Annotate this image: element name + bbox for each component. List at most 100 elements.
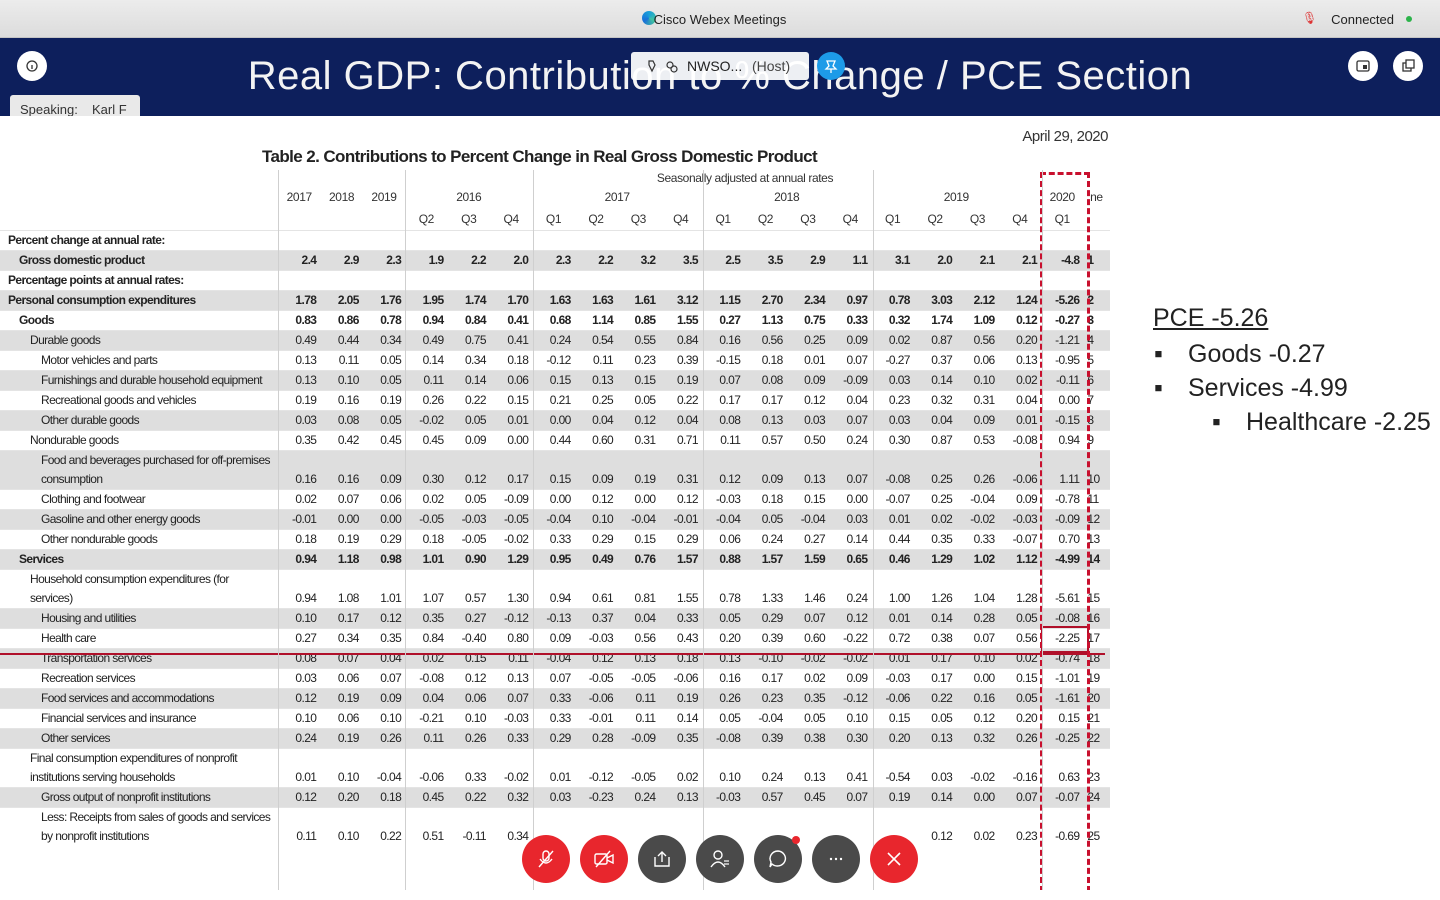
table-cell: 0.80 — [507, 631, 529, 645]
table-cell: 0.33 — [549, 691, 572, 705]
table-row: Food and beverages purchased for off-pre… — [0, 450, 1110, 489]
column-rule — [703, 170, 704, 890]
close-icon — [887, 852, 901, 866]
table-cell: 0.19 — [634, 472, 657, 486]
table-cell: 1.04 — [973, 591, 996, 605]
table-cell: 1.26 — [931, 591, 953, 605]
leave-button[interactable] — [870, 835, 918, 883]
table-cell: 0.00 — [549, 492, 572, 506]
table-cell: -5.26 — [1055, 293, 1080, 307]
table-cell: 0.35 — [931, 532, 953, 546]
table-row: Motor vehicles and parts 0.13 0.11 0.05 0.14… — [0, 350, 1110, 370]
table-cell: 0.90 — [464, 552, 487, 566]
table-cell: -0.21 — [419, 711, 444, 725]
more-button[interactable] — [812, 835, 860, 883]
title-bar: Cisco Webex Meetings 🎙 Connected — [0, 0, 1440, 38]
table-cell: 0.07 — [846, 413, 869, 427]
table-row: Food services and accommodations 0.12 0.19… — [0, 688, 1110, 708]
video-button[interactable] — [580, 835, 628, 883]
data-table: 2017 2018 2019 2016 2017 2018 2019 2020 ne Q2 Q3 Q4… — [0, 186, 1110, 846]
header-blank — [0, 186, 278, 208]
participants-button[interactable] — [696, 835, 744, 883]
table-cell: 1.11 — [1059, 472, 1080, 486]
chat-button[interactable] — [754, 835, 802, 883]
table-cell: 0.07 — [1016, 790, 1038, 804]
table-cell: 0.26 — [422, 393, 445, 407]
table-cell: -0.08 — [885, 472, 911, 486]
table-cell: 0.87 — [931, 433, 953, 447]
table-cell: -0.05 — [631, 770, 656, 784]
table-cell: 0.12 — [295, 790, 317, 804]
table-cell: 0.12 — [1016, 313, 1038, 327]
table-cell: 0.13 — [761, 413, 784, 427]
header-quarter: Q3 — [800, 212, 816, 226]
table-cell: 0.12 — [973, 711, 996, 725]
table-cell: 1.09 — [973, 313, 996, 327]
table-cell: -0.12 — [546, 353, 571, 367]
table-cell: 0.13 — [804, 472, 826, 486]
table-cell: -0.07 — [1055, 790, 1080, 804]
table-cell: -0.54 — [885, 770, 911, 784]
table-cell: -0.08 — [419, 671, 444, 685]
table-cell: 0.33 — [464, 770, 487, 784]
table-cell: 1.30 — [507, 591, 529, 605]
header-year-group: 2018 — [774, 190, 800, 204]
table-cell: 0.85 — [634, 313, 657, 327]
table-row: Financial services and insurance 0.10 0.06… — [0, 708, 1110, 728]
table-cell: 0.05 — [634, 393, 657, 407]
share-button[interactable] — [638, 835, 686, 883]
table-cell: 0.24 — [761, 532, 784, 546]
table-cell: 0.29 — [380, 532, 402, 546]
table-cell: 0.68 — [549, 313, 572, 327]
line-number: 13 — [1087, 532, 1100, 546]
table-cell: -0.12 — [588, 770, 614, 784]
table-cell: 0.24 — [846, 433, 869, 447]
table-cell: 0.35 — [422, 611, 445, 625]
table-cell: 1.63 — [549, 293, 572, 307]
table-cell: 0.17 — [761, 671, 784, 685]
speaking-label: Speaking: — [20, 102, 78, 117]
table-cell: 0.55 — [634, 333, 657, 347]
app-title: Cisco Webex Meetings — [653, 12, 787, 27]
pin-icon — [824, 60, 838, 73]
popout-button[interactable] — [1393, 51, 1423, 81]
table-cell: -0.02 — [970, 512, 995, 526]
table-cell: 0.05 — [380, 373, 402, 387]
table-cell: 0.11 — [338, 353, 360, 367]
table-row: Percent change at annual rate: — [0, 230, 1110, 250]
info-button[interactable] — [17, 51, 47, 81]
notes-subitem: Healthcare -2.25 — [1153, 408, 1431, 442]
table-cell: 0.06 — [464, 691, 487, 705]
table-cell: 0.22 — [931, 691, 953, 705]
mute-button[interactable] — [522, 835, 570, 883]
line-number: 11 — [1087, 492, 1099, 506]
table-cell: 0.02 — [1016, 651, 1038, 665]
table-cell: 0.16 — [973, 691, 996, 705]
table-row: Housing and utilities 0.10 0.17 0.12 0.35 0.2… — [0, 608, 1110, 628]
column-rule — [873, 170, 874, 890]
header-quarters: Q2 Q3 Q4 Q1 Q2 Q3 Q4 Q1 Q2 Q3 Q4 Q1 Q2 Q3 Q4 Q1 — [0, 208, 1110, 230]
table-cell: 0.12 — [846, 611, 869, 625]
pin-button[interactable] — [817, 52, 845, 80]
connection-status: Connected — [1331, 12, 1394, 27]
layout-button[interactable] — [1348, 51, 1378, 81]
table-cell: 0.11 — [720, 433, 741, 447]
table-cell: 0.57 — [761, 433, 784, 447]
table-cell: -0.07 — [1012, 532, 1038, 546]
table-cell: 0.22 — [464, 790, 487, 804]
table-cell: 0.20 — [719, 631, 741, 645]
table-cell: 0.12 — [380, 611, 402, 625]
presenter-label[interactable]: NWSO... (Host) — [631, 52, 809, 80]
table-cell: -0.01 — [673, 512, 699, 526]
table-cell: 0.15 — [549, 373, 572, 387]
table-cell: 0.03 — [549, 790, 572, 804]
table-cell: 0.35 — [804, 691, 826, 705]
table-cell: 0.19 — [676, 373, 699, 387]
table-cell: 2.0 — [937, 253, 953, 267]
table-cell: 1.33 — [761, 591, 784, 605]
table-cell: 0.11 — [423, 373, 444, 387]
table-cell: 0.17 — [507, 472, 529, 486]
table-cell: 2.05 — [337, 293, 360, 307]
table-cell: 1.29 — [507, 552, 529, 566]
header-quarter: Q4 — [842, 212, 859, 226]
